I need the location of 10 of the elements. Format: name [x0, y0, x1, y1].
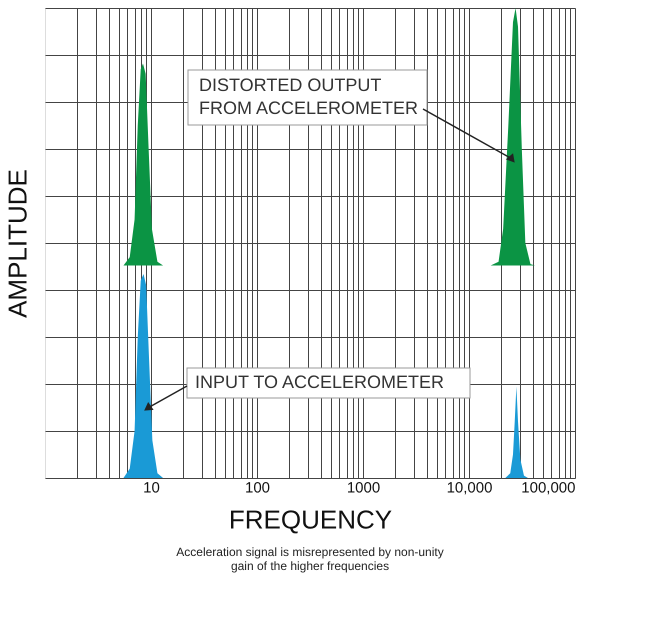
x-tick-label: 10,000 [446, 480, 492, 496]
x-tick-label: 100 [244, 480, 270, 496]
x-axis-title: FREQUENCY [228, 504, 392, 534]
annotation: DISTORTED OUTPUT FROM ACCELEROMETER [199, 75, 418, 118]
text: Acceleration signal is misrepresented by non-unity gain of the higher frequencies [176, 545, 444, 573]
annotation: INPUT TO ACCELEROMETER [195, 372, 444, 392]
y-axis-title: AMPLITUDE [2, 169, 32, 318]
x-tick-label: 10 [143, 480, 160, 496]
x-tick-label: 100,000 [521, 480, 576, 496]
x-tick-label: 1000 [346, 480, 380, 496]
